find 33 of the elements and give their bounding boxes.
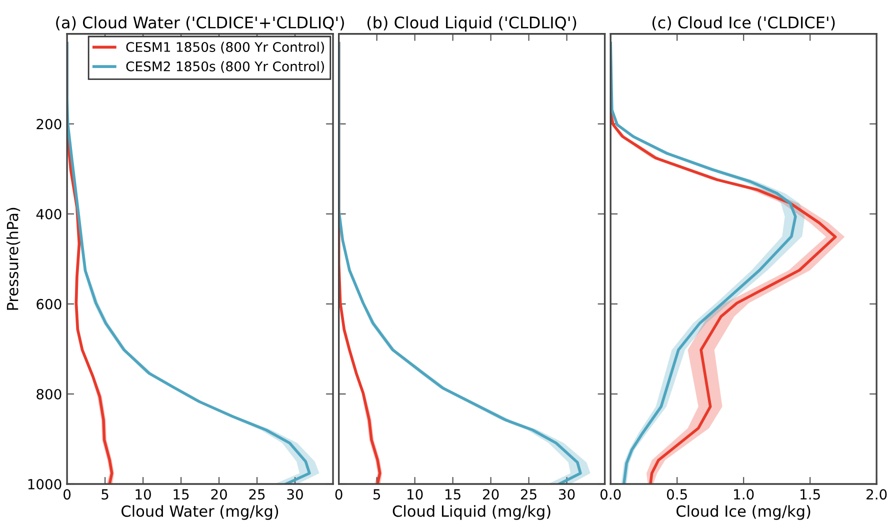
x-tick-label: 25 xyxy=(249,489,265,500)
x-tick-label: 0 xyxy=(64,489,71,500)
x-axis-title: Cloud Water (mg/kg) xyxy=(122,505,278,520)
x-tick-label: 5 xyxy=(373,489,380,500)
x-axis-title: Cloud Ice (mg/kg) xyxy=(676,505,810,520)
y-axis-title: Pressure(hPa) xyxy=(6,208,20,310)
chart-title: (b) Cloud Liquid ('CLDLIQ') xyxy=(367,16,576,32)
x-tick-label: 15 xyxy=(446,489,460,500)
y-tick-label: 200 xyxy=(36,118,62,130)
y-tick-label: 800 xyxy=(36,388,62,400)
chart-title: (a) Cloud Water ('CLDICE'+'CLDLIQ') xyxy=(56,16,344,30)
chart-title: (c) Cloud Ice ('CLDICE') xyxy=(652,16,835,30)
legend-label: CESM2 1850s (800 Yr Control) xyxy=(126,61,324,73)
y-tick-label: 600 xyxy=(36,298,62,310)
x-tick-label: 0 xyxy=(335,489,342,500)
x-axis-title: Cloud Liquid (mg/kg) xyxy=(392,505,550,520)
x-tick-label: 15 xyxy=(174,489,189,500)
x-tick-label: 20 xyxy=(211,489,227,500)
y-tick-label: 400 xyxy=(36,208,62,220)
x-tick-label: 2.0 xyxy=(866,489,887,500)
x-tick-label: 30 xyxy=(559,489,575,500)
x-tick-label: 1.5 xyxy=(800,489,820,500)
x-tick-label: 0.5 xyxy=(666,489,687,500)
x-tick-label: 20 xyxy=(482,489,499,500)
x-tick-label: 25 xyxy=(520,489,536,500)
x-tick-label: 1.0 xyxy=(734,489,754,500)
y-tick-label: 1000 xyxy=(28,478,62,490)
x-tick-label: 0.0 xyxy=(600,489,621,500)
x-tick-label: 10 xyxy=(136,489,151,500)
x-tick-label: 5 xyxy=(102,489,108,500)
legend-label: CESM1 1850s (800 Yr Control) xyxy=(126,42,324,54)
x-tick-label: 10 xyxy=(408,489,423,500)
x-tick-label: 30 xyxy=(287,489,303,500)
